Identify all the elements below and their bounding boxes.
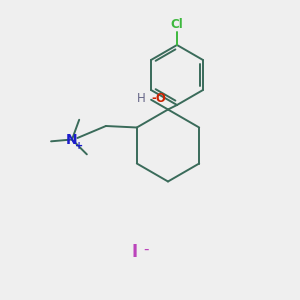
Text: N: N <box>66 133 78 146</box>
Text: +: + <box>74 141 83 151</box>
Text: -O: -O <box>152 92 167 105</box>
Text: I: I <box>132 243 138 261</box>
Text: H: H <box>137 92 146 105</box>
Text: Cl: Cl <box>171 18 183 31</box>
Text: -: - <box>144 242 149 257</box>
